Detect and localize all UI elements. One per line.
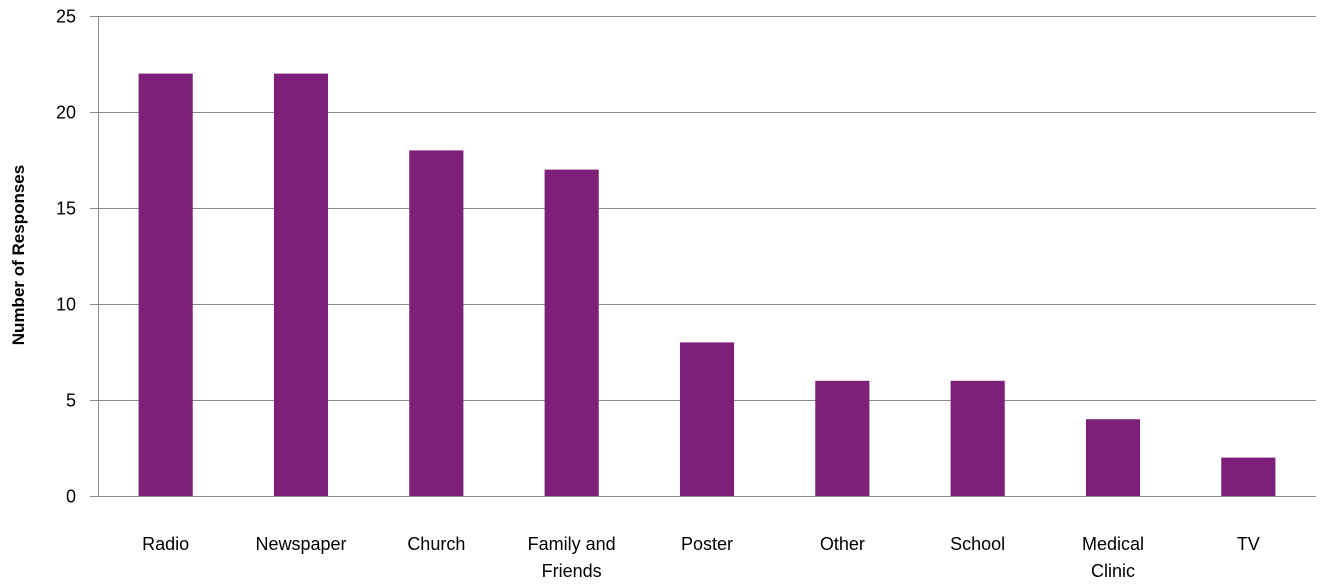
x-tick-label: Clinic	[1091, 561, 1135, 581]
axis-layer	[90, 16, 1316, 497]
bar	[679, 342, 735, 496]
bar	[815, 380, 870, 496]
x-tick-label: Poster	[681, 534, 733, 554]
y-tick-label: 0	[66, 487, 76, 507]
bar	[1085, 419, 1141, 496]
x-tick-label: School	[950, 534, 1005, 554]
bar	[409, 150, 464, 496]
y-tick-label: 15	[56, 199, 76, 219]
y-axis-title: Number of Responses	[9, 165, 28, 345]
y-tick-label: 5	[66, 391, 76, 411]
bar	[544, 169, 599, 496]
x-tick-label: Radio	[142, 534, 189, 554]
y-tick-label: 20	[56, 103, 76, 123]
x-tick-label: Medical	[1082, 534, 1144, 554]
bars-layer	[138, 73, 1276, 496]
x-tick-label: Family and	[528, 534, 616, 554]
x-tick-label: Newspaper	[255, 534, 346, 554]
bar	[950, 380, 1005, 496]
bar	[138, 73, 193, 496]
labels-layer: 0 5 10 15 20 25 Radio Newspaper Church Family and…	[56, 7, 1260, 582]
bar	[1221, 457, 1276, 496]
x-tick-label: Church	[407, 534, 465, 554]
x-tick-label: Other	[820, 534, 865, 554]
y-tick-label: 25	[56, 7, 76, 27]
x-tick-label: TV	[1237, 534, 1260, 554]
bar	[273, 73, 329, 496]
y-tick-label: 10	[56, 295, 76, 315]
x-tick-label: Friends	[542, 561, 602, 581]
